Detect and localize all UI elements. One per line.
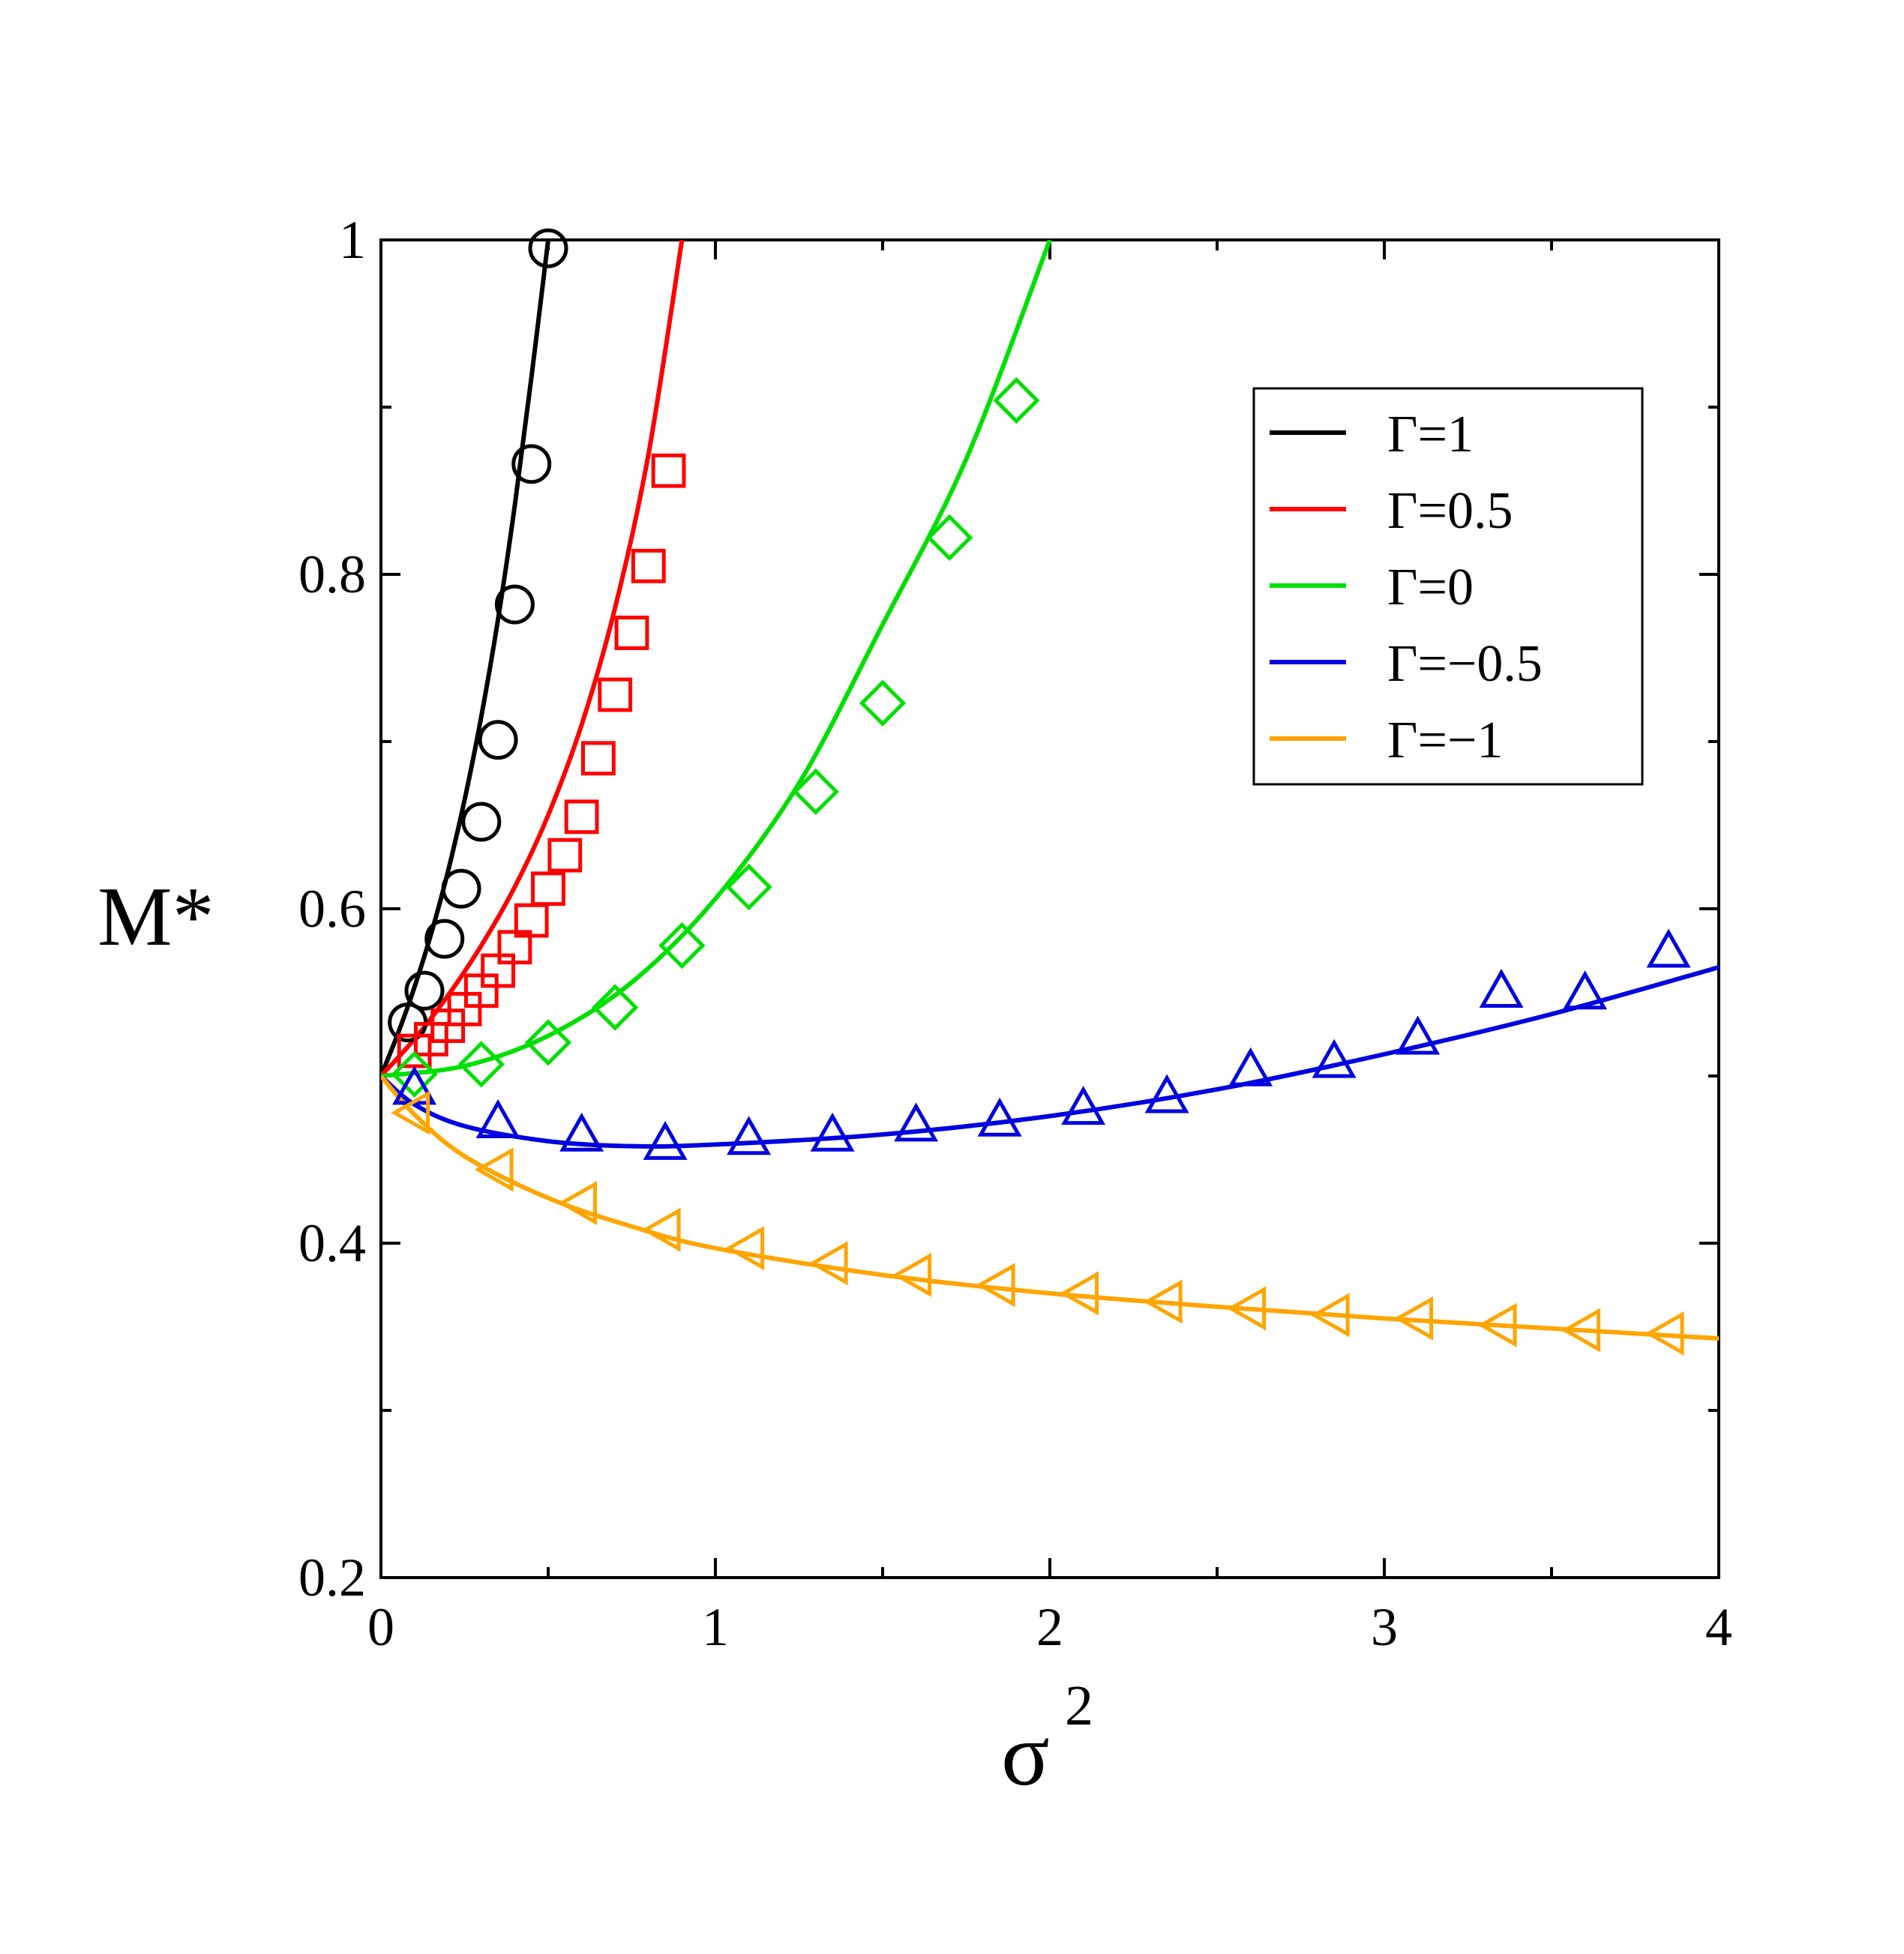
legend-label-0: Γ=1 — [1387, 406, 1474, 463]
triangle-left-marker — [808, 1241, 848, 1286]
square-marker — [631, 548, 666, 583]
series-curve-1 — [381, 240, 685, 1078]
circle-marker — [424, 919, 465, 959]
square-marker — [531, 871, 565, 907]
legend-label-3: Γ=−0.5 — [1387, 635, 1543, 693]
circle-marker — [478, 720, 518, 760]
triangle-left-marker — [976, 1263, 1015, 1308]
axis-ticks: 0 1 2 3 4 0.2 0.4 0.6 0.8 1 — [298, 210, 1732, 1657]
triangle-up-marker — [475, 1098, 520, 1138]
legend-label-4: Γ=−1 — [1387, 712, 1503, 769]
triangle-up-marker — [894, 1102, 939, 1142]
x-tick-label: 3 — [1371, 1597, 1398, 1657]
y-tick-label: 0.8 — [298, 544, 366, 604]
circle-marker — [404, 970, 445, 1011]
triangle-left-marker — [474, 1147, 514, 1192]
diamond-marker — [658, 922, 706, 970]
triangle-left-marker — [641, 1207, 681, 1252]
triangle-left-marker — [1060, 1271, 1099, 1316]
square-marker — [598, 677, 633, 712]
legend-label-2: Γ=0 — [1387, 559, 1474, 616]
x-axis-title-superscript: 2 — [1065, 1674, 1093, 1737]
circle-marker — [494, 584, 535, 625]
triangle-up-marker — [727, 1116, 772, 1155]
triangle-left-marker — [1227, 1286, 1267, 1331]
triangle-up-marker — [643, 1120, 688, 1160]
diamond-marker — [592, 984, 639, 1031]
y-tick-label: 0.2 — [298, 1548, 366, 1608]
x-tick-label: 2 — [1036, 1597, 1063, 1657]
triangle-up-marker — [1563, 970, 1608, 1010]
x-tick-label: 4 — [1705, 1597, 1732, 1657]
series-curve-4 — [381, 1074, 1719, 1341]
legend: Γ=1 Γ=0.5 Γ=0 Γ=−0.5 Γ=−1 — [1252, 387, 1644, 786]
triangle-left-marker — [725, 1226, 765, 1271]
triangle-left-marker — [892, 1252, 932, 1297]
triangle-left-marker — [391, 1090, 430, 1135]
circle-marker — [461, 802, 502, 842]
diamond-marker — [859, 679, 907, 727]
square-marker — [614, 616, 649, 650]
y-axis-title: M* — [97, 871, 214, 964]
triangle-left-marker — [1143, 1279, 1183, 1324]
triangle-up-marker — [1144, 1074, 1189, 1113]
y-tick-label: 0.6 — [298, 879, 366, 939]
triangle-up-marker — [1312, 1038, 1357, 1078]
triangle-up-marker — [1479, 969, 1524, 1008]
legend-label-1: Γ=0.5 — [1387, 482, 1513, 540]
series-curve-2 — [381, 240, 1052, 1078]
square-marker — [547, 838, 583, 873]
x-tick-label: 1 — [702, 1597, 729, 1657]
triangle-up-marker — [1646, 928, 1691, 968]
triangle-left-marker — [1561, 1308, 1601, 1353]
triangle-left-marker — [1645, 1311, 1684, 1356]
diamond-marker — [725, 863, 772, 911]
series-curve-0 — [381, 240, 550, 1077]
triangle-up-marker — [1396, 1015, 1441, 1055]
diamond-marker — [524, 1019, 572, 1066]
circle-marker — [528, 228, 568, 268]
diamond-marker — [391, 1050, 438, 1098]
diamond-marker — [457, 1041, 505, 1088]
series-markers — [388, 228, 1691, 1356]
diamond-marker — [926, 514, 973, 562]
triangle-left-marker — [1394, 1296, 1434, 1341]
y-tick-label: 1 — [339, 210, 366, 270]
triangle-up-marker — [1228, 1047, 1273, 1086]
diamond-marker — [993, 376, 1040, 424]
triangle-left-marker — [1477, 1302, 1517, 1347]
square-marker — [651, 453, 686, 488]
square-marker — [564, 799, 599, 835]
triangle-up-marker — [810, 1112, 855, 1152]
x-axis-title: σ — [1001, 1704, 1050, 1804]
series-curves — [381, 240, 1719, 1341]
y-tick-label: 0.4 — [298, 1213, 366, 1273]
x-tick-label: 0 — [367, 1597, 394, 1657]
circle-marker — [441, 868, 481, 909]
triangle-left-marker — [558, 1180, 598, 1225]
triangle-up-marker — [559, 1112, 604, 1152]
square-marker — [581, 741, 616, 776]
triangle-up-marker — [1061, 1086, 1106, 1125]
circle-marker — [511, 444, 552, 484]
triangle-up-marker — [977, 1097, 1022, 1137]
triangle-left-marker — [1310, 1293, 1350, 1338]
diamond-marker — [792, 768, 839, 816]
